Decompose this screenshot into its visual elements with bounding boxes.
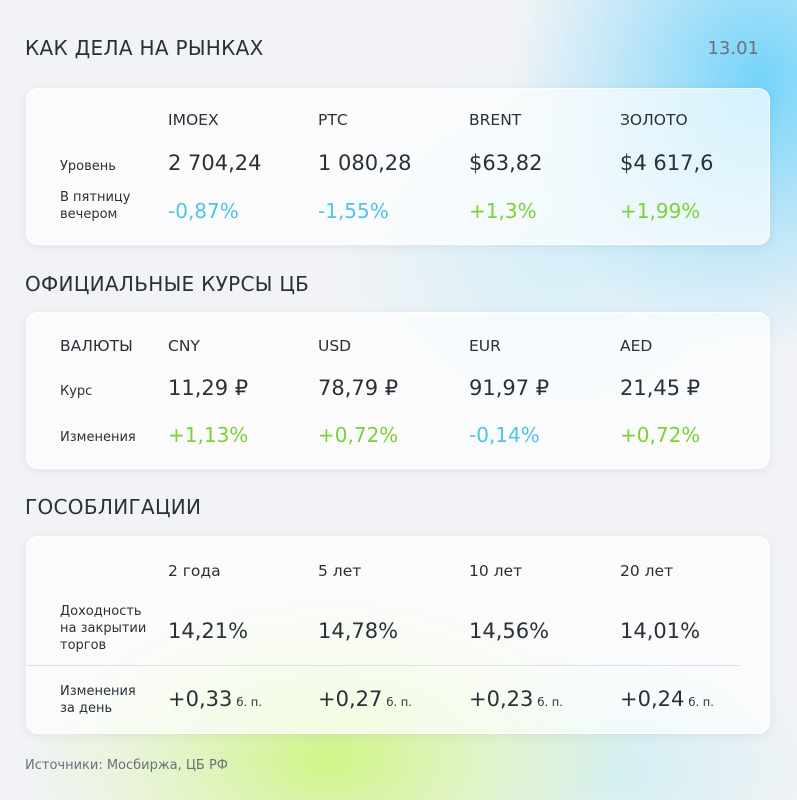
column-header-5y: 5 лет <box>318 562 362 580</box>
column-header-aed: AED <box>620 337 653 355</box>
rates-section-title: ОФИЦИАЛЬНЫЕ КУРСЫ ЦБ <box>25 272 310 296</box>
bond-change-20y: +0,24 б. п. <box>620 687 714 711</box>
column-header-gold: ЗОЛОТО <box>620 111 688 129</box>
value-gold-level: $4 617,6 <box>620 151 714 175</box>
bond-change-2y: +0,33 б. п. <box>168 687 262 711</box>
bonds-card: 2 года 5 лет 10 лет 20 лет Доходность на… <box>26 536 770 734</box>
bond-change-value: +0,23 <box>469 687 534 711</box>
change-usd: +0,72% <box>318 423 399 447</box>
basis-points-unit: б. п. <box>386 695 412 709</box>
column-header-10y: 10 лет <box>469 562 523 580</box>
bond-change-10y: +0,23 б. п. <box>469 687 563 711</box>
row-label-friday-evening: В пятницу вечером <box>60 189 130 223</box>
column-header-20y: 20 лет <box>620 562 674 580</box>
row-label-level: Уровень <box>60 159 116 174</box>
row-label-line: вечером <box>60 207 118 222</box>
basis-points-unit: б. п. <box>236 695 262 709</box>
column-header-usd: USD <box>318 337 352 355</box>
sources-footer: Источники: Мосбиржа, ЦБ РФ <box>25 758 228 773</box>
change-aed: +0,72% <box>620 423 701 447</box>
value-cny-rate: 11,29 ₽ <box>168 376 249 400</box>
row-label-line: Доходность <box>60 604 142 619</box>
row-label-line: В пятницу <box>60 190 131 205</box>
column-header-2y: 2 года <box>168 562 221 580</box>
rates-card: ВАЛЮТЫ CNY USD EUR AED Курс 11,29 ₽ 78,7… <box>26 312 770 469</box>
row-label-rate: Курс <box>60 384 93 399</box>
column-header-eur: EUR <box>469 337 501 355</box>
column-header-cny: CNY <box>168 337 200 355</box>
yield-5y: 14,78% <box>318 619 399 643</box>
row-divider <box>27 665 739 666</box>
row-label-line: Изменения <box>60 684 136 699</box>
column-header-imoex: IMOEX <box>168 111 219 129</box>
basis-points-unit: б. п. <box>688 695 714 709</box>
row-label-changes: Изменения <box>60 430 136 445</box>
change-rts: -1,55% <box>318 199 389 223</box>
value-brent-level: $63,82 <box>469 151 543 175</box>
value-imoex-level: 2 704,24 <box>168 151 262 175</box>
row-label-line: на закрытии <box>60 621 147 636</box>
page-title: КАК ДЕЛА НА РЫНКАХ <box>25 36 264 60</box>
column-header-currencies: ВАЛЮТЫ <box>60 337 133 355</box>
change-brent: +1,3% <box>469 199 537 223</box>
yield-10y: 14,56% <box>469 619 550 643</box>
bond-change-value: +0,24 <box>620 687 685 711</box>
row-label-yield: Доходность на закрытии торгов <box>60 603 146 654</box>
row-label-line: торгов <box>60 638 107 653</box>
bond-change-5y: +0,27 б. п. <box>318 687 412 711</box>
basis-points-unit: б. п. <box>537 695 563 709</box>
yield-20y: 14,01% <box>620 619 701 643</box>
value-aed-rate: 21,45 ₽ <box>620 376 701 400</box>
yield-2y: 14,21% <box>168 619 249 643</box>
change-imoex: -0,87% <box>168 199 239 223</box>
column-header-brent: BRENT <box>469 111 522 129</box>
change-gold: +1,99% <box>620 199 701 223</box>
change-cny: +1,13% <box>168 423 249 447</box>
row-label-line: за день <box>60 701 113 716</box>
value-usd-rate: 78,79 ₽ <box>318 376 399 400</box>
change-eur: -0,14% <box>469 423 540 447</box>
value-eur-rate: 91,97 ₽ <box>469 376 550 400</box>
column-header-rts: РТС <box>318 111 348 129</box>
markets-card: IMOEX РТС BRENT ЗОЛОТО Уровень 2 704,24 … <box>26 88 770 245</box>
bond-change-value: +0,27 <box>318 687 383 711</box>
row-label-daily-change: Изменения за день <box>60 683 136 717</box>
bonds-section-title: ГОСОБЛИГАЦИИ <box>25 495 202 519</box>
date-label: 13.01 <box>707 38 759 59</box>
value-rts-level: 1 080,28 <box>318 151 412 175</box>
bond-change-value: +0,33 <box>168 687 233 711</box>
